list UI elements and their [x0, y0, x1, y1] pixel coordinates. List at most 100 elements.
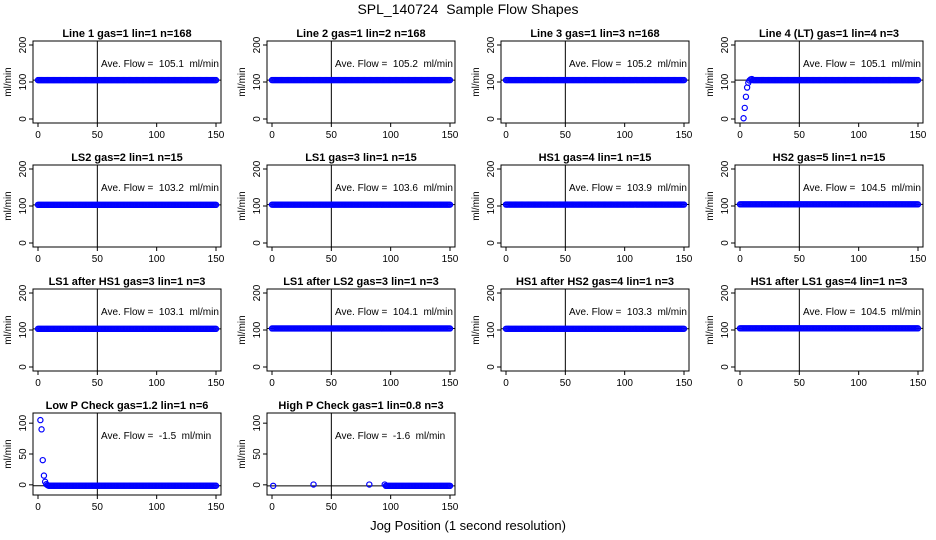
x-tick-label: 0: [503, 254, 509, 265]
x-tick-label: 50: [92, 378, 104, 389]
x-tick-label: 50: [326, 130, 338, 141]
data-point: [212, 482, 220, 489]
y-tick-label: 100: [18, 414, 29, 431]
panel-14: High P Check gas=1 lin=0.8 n=3 0 50 100 150 0…: [237, 400, 459, 513]
panel-title: HS1 after HS2 gas=4 lin=1 n=3: [516, 276, 674, 288]
data-point: [741, 104, 748, 112]
y-tick-label: 100: [486, 321, 497, 338]
x-tick-label: 150: [442, 254, 459, 265]
data-point: [914, 325, 922, 332]
panel-title: LS2 gas=2 lin=1 n=15: [71, 152, 183, 164]
average-flow-annotation: Ave. Flow = 105.2 ml/min: [569, 59, 687, 70]
data-point: [212, 201, 220, 209]
x-tick-label: 100: [382, 502, 399, 513]
data-point: [914, 201, 922, 208]
y-tick-label: 100: [486, 73, 497, 90]
average-flow-annotation: Ave. Flow = 103.1 ml/min: [101, 307, 219, 318]
data-point: [212, 325, 220, 333]
figure-title: SPL_140724 Sample Flow Shapes: [357, 1, 579, 17]
y-tick-label: 200: [486, 36, 497, 53]
y-tick-label: 0: [720, 364, 731, 370]
average-flow-annotation: Ave. Flow = 103.6 ml/min: [335, 183, 453, 194]
y-axis-label: ml/min: [3, 67, 14, 96]
panel-title: LS1 gas=3 lin=1 n=15: [305, 152, 417, 164]
data-point: [446, 76, 454, 84]
panel-title: Line 3 gas=1 lin=3 n=168: [530, 28, 659, 40]
data-point: [914, 76, 922, 84]
y-tick-label: 0: [252, 240, 263, 246]
y-axis-label: ml/min: [471, 315, 482, 344]
y-axis-label: ml/min: [705, 315, 716, 344]
y-tick-label: 0: [486, 116, 497, 122]
y-tick-label: 200: [18, 284, 29, 301]
y-tick-label: 200: [252, 284, 263, 301]
data-point: [366, 481, 373, 488]
y-tick-label: 0: [720, 116, 731, 122]
panel-title: Line 1 gas=1 lin=1 n=168: [62, 28, 191, 40]
y-tick-label: 200: [486, 160, 497, 177]
x-tick-label: 50: [92, 130, 104, 141]
panel-10: LS1 after LS2 gas=3 lin=1 n=3 0 50 100 150 0 1…: [237, 276, 459, 389]
x-tick-label: 100: [382, 378, 399, 389]
x-tick-label: 150: [910, 130, 927, 141]
data-point: [446, 325, 454, 332]
panel-12: HS1 after LS1 gas=4 lin=1 n=3 0 50 100 150 0 1…: [705, 276, 927, 389]
x-tick-label: 0: [35, 254, 41, 265]
data-point: [742, 93, 750, 101]
data-point: [680, 201, 688, 208]
y-axis-label: ml/min: [3, 315, 14, 344]
y-tick-label: 100: [486, 197, 497, 214]
x-tick-label: 100: [382, 254, 399, 265]
x-tick-label: 100: [616, 254, 633, 265]
y-axis-label: ml/min: [471, 67, 482, 96]
data-point: [446, 201, 454, 208]
x-tick-label: 50: [326, 254, 338, 265]
x-tick-label: 150: [442, 502, 459, 513]
average-flow-annotation: Ave. Flow = 104.1 ml/min: [335, 307, 453, 318]
y-tick-label: 0: [252, 482, 263, 488]
y-tick-label: 0: [18, 116, 29, 122]
x-tick-label: 0: [737, 130, 743, 141]
x-tick-label: 0: [269, 502, 275, 513]
y-tick-label: 0: [252, 116, 263, 122]
y-tick-label: 100: [18, 321, 29, 338]
data-point: [269, 482, 277, 490]
y-tick-label: 100: [252, 73, 263, 90]
x-tick-label: 0: [269, 130, 275, 141]
average-flow-annotation: Ave. Flow = 103.9 ml/min: [569, 183, 687, 194]
y-tick-label: 200: [18, 36, 29, 53]
y-tick-label: 200: [252, 160, 263, 177]
average-flow-annotation: Ave. Flow = 105.1 ml/min: [101, 59, 219, 70]
average-flow-annotation: Ave. Flow = 103.2 ml/min: [101, 183, 219, 194]
average-flow-annotation: Ave. Flow = 103.3 ml/min: [569, 307, 687, 318]
y-tick-label: 100: [18, 197, 29, 214]
y-tick-label: 0: [486, 240, 497, 246]
y-tick-label: 100: [720, 73, 731, 90]
x-axis-caption: Jog Position (1 second resolution): [370, 518, 566, 533]
data-point: [40, 472, 48, 479]
x-tick-label: 50: [794, 130, 806, 141]
x-tick-label: 0: [737, 378, 743, 389]
x-tick-label: 50: [794, 254, 806, 265]
panel-title: LS1 after LS2 gas=3 lin=1 n=3: [283, 276, 439, 288]
x-tick-label: 150: [676, 378, 693, 389]
panel-13: Low P Check gas=1.2 lin=1 n=6 0 50 100 150 0 5…: [3, 400, 225, 513]
y-tick-label: 50: [18, 448, 29, 460]
panel-title: High P Check gas=1 lin=0.8 n=3: [278, 400, 443, 412]
data-point: [740, 115, 747, 122]
data-point: [680, 76, 688, 84]
x-tick-label: 50: [326, 378, 338, 389]
y-tick-label: 50: [252, 448, 263, 460]
x-tick-label: 100: [148, 378, 165, 389]
x-tick-label: 150: [208, 130, 225, 141]
x-tick-label: 150: [676, 254, 693, 265]
y-tick-label: 0: [252, 364, 263, 370]
x-tick-label: 100: [850, 130, 867, 141]
x-tick-label: 150: [676, 130, 693, 141]
x-tick-label: 150: [208, 254, 225, 265]
x-tick-label: 50: [560, 130, 572, 141]
x-tick-label: 0: [737, 254, 743, 265]
panel-9: LS1 after HS1 gas=3 lin=1 n=3 0 50 100 150 0 1…: [3, 276, 225, 389]
x-tick-label: 0: [35, 130, 41, 141]
